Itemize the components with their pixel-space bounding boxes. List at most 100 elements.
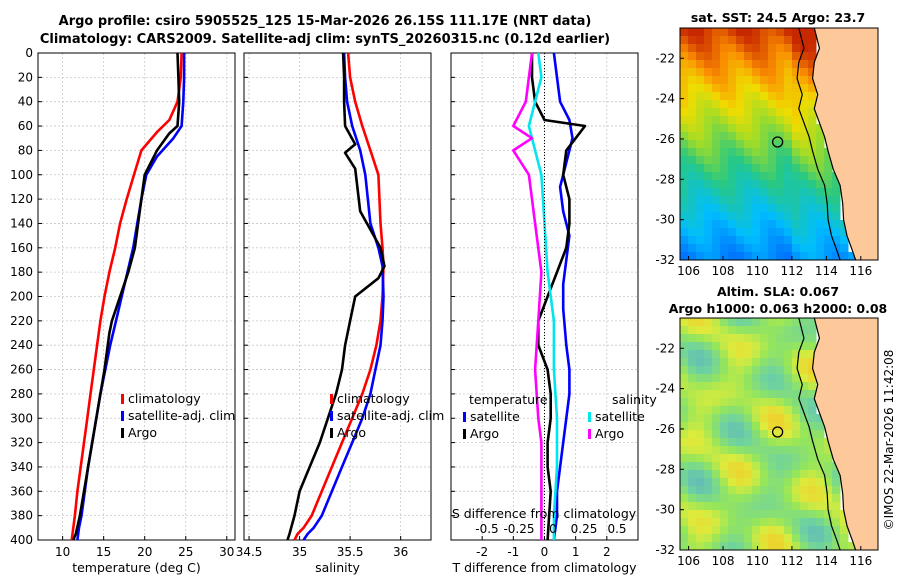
sla-map-cell — [688, 406, 697, 415]
sst-map-cell — [744, 244, 753, 253]
sla-map-cell — [712, 446, 721, 455]
sla-map-cell — [784, 486, 793, 495]
sla-map-cell — [816, 478, 825, 487]
sla-map-cell — [784, 534, 793, 543]
sla-map-cell — [768, 398, 777, 407]
sst-map-cell — [784, 132, 793, 141]
sst-map-cell — [688, 44, 697, 53]
sla-map-cell — [728, 438, 737, 447]
sla-map-cell — [736, 390, 745, 399]
sla-map-cell — [712, 430, 721, 439]
sst-map-cell — [792, 60, 801, 69]
sla-map-cell — [728, 334, 737, 343]
sst-map-cell — [696, 196, 705, 205]
sla-map-cell — [744, 334, 753, 343]
sst-map-cell — [800, 108, 809, 117]
sla-map-cell — [752, 470, 761, 479]
sla-map-cell — [768, 374, 777, 383]
sst-map-cell — [784, 68, 793, 77]
depth-tick-label: 40 — [18, 95, 33, 109]
sst-map-cell — [752, 188, 761, 197]
sla-map-cell — [696, 502, 705, 511]
depth-tick-label: 80 — [18, 143, 33, 157]
sla-map-cell — [736, 454, 745, 463]
sst-map-cell — [824, 204, 833, 213]
sst-map-cell — [784, 108, 793, 117]
sla-map-cell — [728, 422, 737, 431]
sst-map-cell — [688, 220, 697, 229]
sst-map-cell — [712, 244, 721, 253]
sla-map-cell — [696, 358, 705, 367]
sst-map-cell — [816, 148, 825, 157]
sst-map-cell — [816, 252, 825, 260]
sst-map-cell — [696, 108, 705, 117]
sst-map-cell — [768, 36, 777, 45]
sla-map-cell — [792, 374, 801, 383]
sst-map-cell — [752, 92, 761, 101]
sla-map-cell — [704, 510, 713, 519]
sla-map-cell — [728, 494, 737, 503]
sla-map-land — [811, 318, 878, 550]
sla-map-cell — [712, 342, 721, 351]
sla-map-cell — [744, 374, 753, 383]
sst-map-cell — [760, 108, 769, 117]
sst-map-cell — [752, 76, 761, 85]
sla-map-cell — [768, 454, 777, 463]
sla-map-cell — [768, 342, 777, 351]
sla-map-cell — [760, 326, 769, 335]
sla-map-cell — [816, 486, 825, 495]
sla-map-cell — [696, 326, 705, 335]
sst-map-cell — [832, 180, 841, 189]
sst-map-cell — [688, 180, 697, 189]
sla-map-cell — [680, 470, 689, 479]
sst-map-cell — [824, 180, 833, 189]
sla-map-cell — [744, 422, 753, 431]
sla-map-cell — [712, 374, 721, 383]
sst-map-cell — [792, 164, 801, 173]
sst-map-cell — [720, 228, 729, 237]
sla-map-cell — [744, 454, 753, 463]
sst-map-cell — [704, 164, 713, 173]
sla-map-cell — [696, 510, 705, 519]
sla-map-cell — [808, 382, 817, 391]
sla-map-cell — [752, 494, 761, 503]
sst-map-cell — [720, 204, 729, 213]
sst-map-cell — [768, 116, 777, 125]
legend-swatch-1 — [330, 411, 333, 421]
sla-map-cell — [744, 414, 753, 423]
sla-map-cell — [824, 470, 833, 479]
sst-map-cell — [728, 132, 737, 141]
sst-map-cell — [792, 52, 801, 61]
sla-map-cell — [784, 334, 793, 343]
sst-map-cell — [808, 244, 817, 253]
sla-map-cell — [800, 454, 809, 463]
salinity-legend-label: satellite-adj. clim — [337, 408, 444, 423]
sla-map-cell — [752, 318, 761, 327]
sla-map-cell — [768, 462, 777, 471]
legend-swatch-0 — [121, 394, 124, 404]
sst-map-cell — [736, 76, 745, 85]
sst-map-cell — [768, 84, 777, 93]
sst-map-cell — [736, 204, 745, 213]
sla-map-cell — [680, 422, 689, 431]
sla-map-cell — [704, 478, 713, 487]
sst-map-cell — [776, 116, 785, 125]
sla-map-ytick-label: -26 — [655, 422, 675, 436]
sst-map-cell — [736, 108, 745, 117]
sst-map-cell — [720, 156, 729, 165]
sst-map-panel: 106 108 110 112 114 116 -22 -24 -26 -28 -30 -32 — [655, 27, 879, 278]
sst-map-cell — [704, 180, 713, 189]
sla-map-cell — [792, 454, 801, 463]
sst-map-cell — [688, 156, 697, 165]
sla-map-cell — [784, 366, 793, 375]
sst-map-cell — [712, 172, 721, 181]
sla-map-cell — [840, 526, 849, 535]
sst-map-cell — [720, 212, 729, 221]
sst-map-cell — [688, 140, 697, 149]
temperature-xtick-label: 20 — [137, 545, 152, 559]
sst-map-cell — [768, 140, 777, 149]
sla-map-cell — [768, 502, 777, 511]
sla-map-cell — [720, 542, 729, 550]
sla-map-cell — [760, 494, 769, 503]
temperature-xtick-label: 30 — [219, 545, 234, 559]
